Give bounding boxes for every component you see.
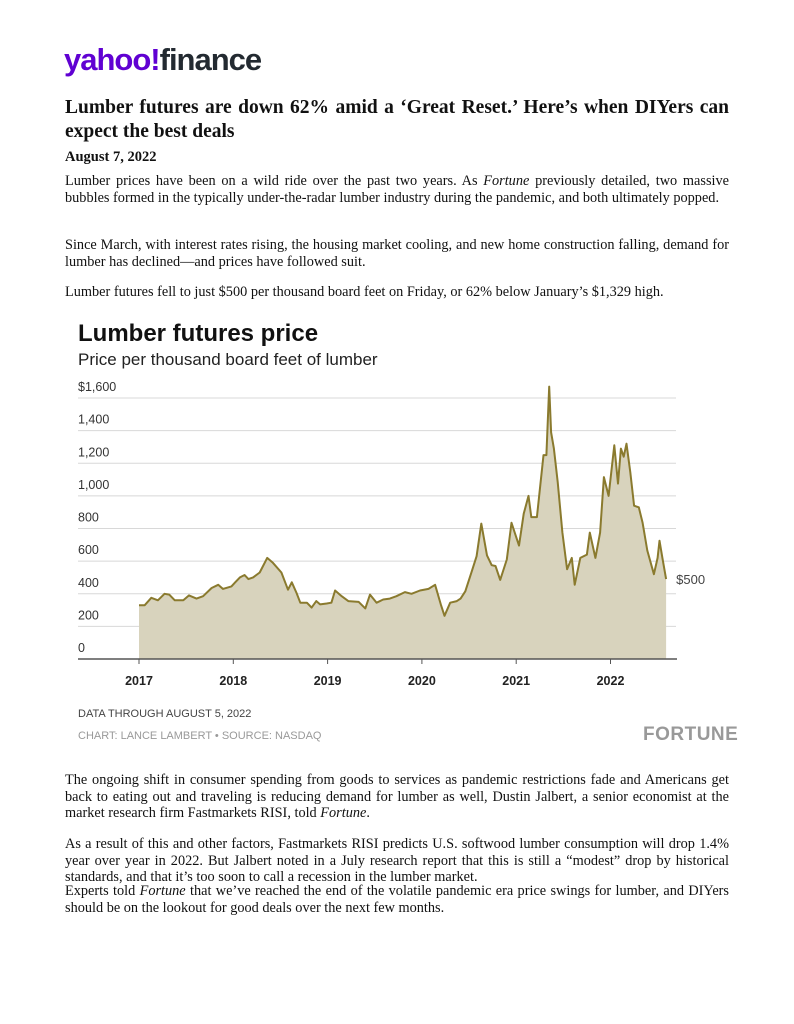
publication-name: Fortune [320, 805, 367, 821]
x-tick-label: 2018 [219, 674, 247, 688]
lumber-price-chart: Lumber futures price Price per thousand … [60, 310, 740, 760]
chart-data-note: DATA THROUGH AUGUST 5, 2022 [78, 708, 252, 720]
x-tick-label: 2019 [314, 674, 342, 688]
paragraph-4: The ongoing shift in consumer spending f… [65, 772, 729, 822]
y-tick-label: 0 [78, 641, 85, 655]
x-tick-label: 2020 [408, 674, 436, 688]
yahoo-finance-logo[interactable]: yahoo!finance [64, 42, 263, 78]
paragraph-3: Lumber futures fell to just $500 per tho… [65, 284, 664, 300]
x-tick-label: 2017 [125, 674, 153, 688]
logo-finance: finance [159, 42, 263, 77]
article-date: August 7, 2022 [65, 149, 157, 165]
y-tick-label: $1,600 [78, 380, 116, 394]
y-tick-label: 1,400 [78, 413, 109, 427]
end-value-label: $500 [676, 572, 705, 587]
article-title: Lumber futures are down 62% amid a ‘Grea… [65, 97, 729, 142]
chart-subtitle: Price per thousand board feet of lumber [78, 350, 378, 369]
y-tick-label: 800 [78, 511, 99, 525]
x-tick-label: 2021 [502, 674, 530, 688]
price-line [139, 385, 668, 617]
paragraph-5: As a result of this and other factors, F… [65, 836, 729, 885]
y-tick-label: 1,200 [78, 445, 109, 459]
chart-title: Lumber futures price [78, 320, 319, 347]
y-tick-label: 600 [78, 543, 99, 557]
fortune-logo: FORTUNE [643, 724, 739, 745]
text: . [366, 805, 370, 821]
paragraph-2: Since March, with interest rates rising,… [65, 237, 729, 270]
chart-plot: 0 200 400 600 800 1,000 1,200 1,400 $1,600 2017 20… [78, 380, 705, 688]
text: previously detailed, two massive bubbles… [65, 173, 729, 206]
publication-name: Fortune [483, 173, 530, 189]
y-tick-label: 200 [78, 608, 99, 622]
text: Lumber prices have been on a wild ride o… [65, 173, 484, 189]
area-fill [139, 386, 667, 659]
y-tick-label: 400 [78, 576, 99, 590]
text: The ongoing shift in consumer spending f… [65, 772, 729, 821]
logo-yahoo: yahoo! [64, 42, 161, 77]
x-tick-label: 2022 [597, 674, 625, 688]
paragraph-1: Lumber prices have been on a wild ride o… [65, 173, 729, 206]
text: Experts told [65, 883, 140, 899]
y-tick-label: 1,000 [78, 478, 109, 492]
paragraph-6: Experts told Fortune that we’ve reached … [65, 883, 729, 916]
chart-credit: CHART: LANCE LAMBERT • SOURCE: NASDAQ [78, 730, 322, 742]
publication-name: Fortune [139, 883, 186, 899]
text: that we’ve reached the end of the volati… [65, 883, 729, 916]
